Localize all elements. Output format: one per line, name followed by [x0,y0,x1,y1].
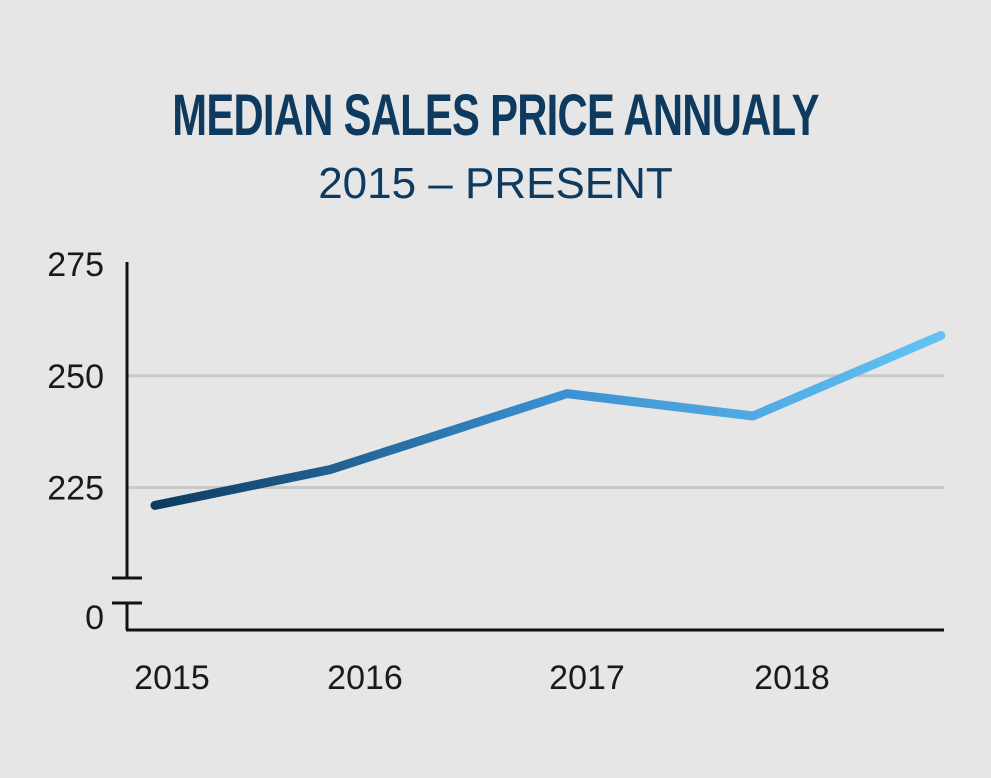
gridlines [127,374,944,489]
chart-subtitle: 2015 – PRESENT [318,159,673,208]
x-tick-label: 2016 [327,659,403,697]
y-tick-label: 275 [47,246,104,284]
y-tick-label: 250 [47,358,104,396]
series-line [150,331,946,510]
x-tick-label: 2015 [134,659,210,697]
y-tick-label: 225 [47,470,104,508]
x-tick-label: 2017 [549,659,625,697]
series-line [150,331,946,510]
y-tick-labels: 0 225 250 275 [47,246,104,637]
x-tick-label: 2018 [754,659,830,697]
axes [112,262,944,632]
x-tick-labels: 2015 2016 2017 2018 [134,659,830,697]
chart-title: MEDIAN SALES PRICE ANNUALY [172,83,819,148]
y-tick-label: 0 [85,599,104,637]
